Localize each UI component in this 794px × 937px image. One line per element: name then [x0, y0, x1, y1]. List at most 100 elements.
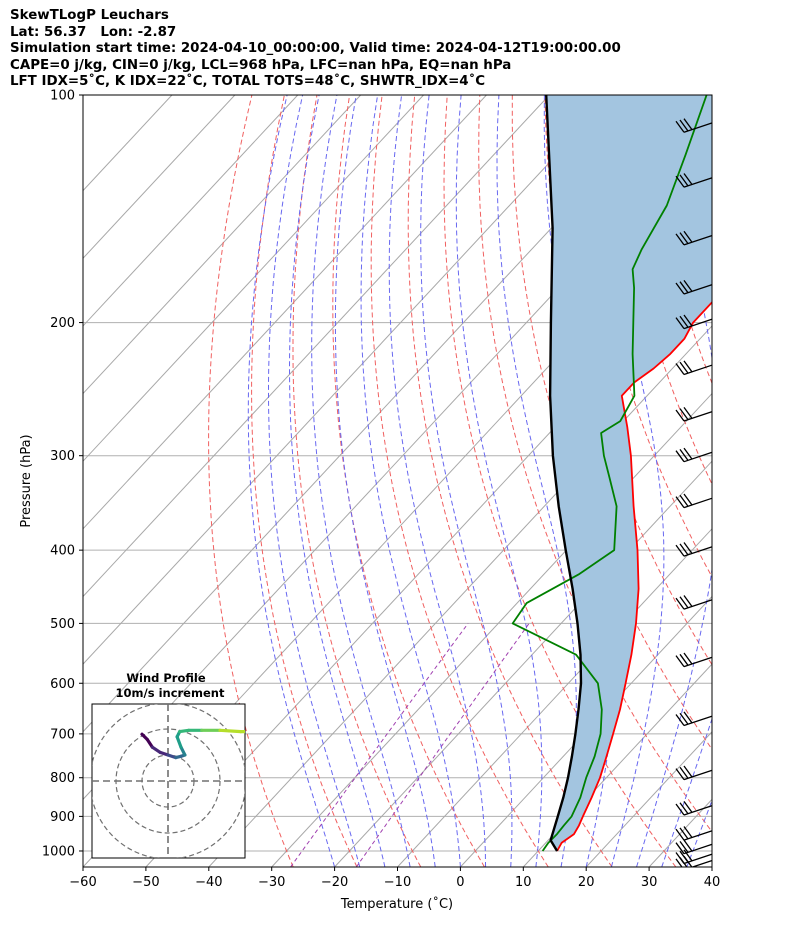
- moist-adiabat: [686, 799, 712, 867]
- wind-barb: [675, 826, 712, 841]
- x-tick-label: 30: [641, 875, 658, 890]
- wind-barb-flag: [679, 449, 689, 461]
- wind-barb-staff: [683, 234, 712, 246]
- wind-barb-flag: [675, 655, 685, 667]
- temperature-profile-line: [556, 300, 712, 852]
- stability-indices-2: LFT IDX=5˚C, K IDX=22˚C, TOTAL TOTS=48˚C…: [10, 74, 486, 90]
- wind-barb-flag: [683, 542, 693, 554]
- wind-barb: [675, 279, 712, 295]
- wind-barb: [675, 118, 712, 133]
- moist-adiabat: [247, 95, 336, 867]
- wind-barb-flag: [679, 232, 689, 244]
- wind-barb-flag: [675, 496, 685, 508]
- wind-barb-flag: [675, 803, 685, 816]
- isotherm-gridline: [334, 460, 712, 867]
- moist-adiabat: [496, 95, 577, 867]
- y-tick-label: 200: [50, 316, 75, 331]
- wind-barb-flag: [683, 279, 693, 292]
- isotherm-gridline: [83, 95, 424, 462]
- wind-barb: [675, 314, 712, 330]
- y-tick-label: 500: [50, 617, 75, 632]
- wind-barb-staff: [683, 364, 712, 376]
- moist-adiabat: [311, 95, 411, 867]
- wind-barb-flag: [683, 493, 693, 506]
- x-tick-label: 40: [704, 875, 721, 890]
- wind-barb-flag: [679, 596, 689, 609]
- dry-adiabat: [292, 95, 422, 867]
- chart-header: SkewTLogP Leuchars Lat: 56.37 Lon: -2.87…: [10, 8, 621, 91]
- inset-subtitle: 10m/s increment: [116, 686, 225, 700]
- y-tick-label: 800: [50, 771, 75, 786]
- y-tick-label: 600: [50, 677, 75, 692]
- wind-barb-flag: [679, 712, 689, 725]
- wind-barb: [675, 765, 712, 781]
- y-tick-label: 300: [50, 449, 75, 464]
- wind-barb: [675, 173, 712, 188]
- wind-barb-staff: [683, 122, 712, 133]
- simulation-times: Simulation start time: 2024-04-10_00:00:…: [10, 41, 621, 57]
- wind-barb-flag: [675, 828, 685, 841]
- station-title: SkewTLogP Leuchars: [10, 8, 169, 23]
- dry-adiabat: [707, 95, 712, 123]
- wind-barb: [675, 595, 712, 610]
- wind-barb-flag: [683, 652, 693, 665]
- mixing-ratio-line: [290, 623, 469, 867]
- wind-barb-staff: [683, 830, 712, 841]
- wind-barb-flag: [683, 855, 693, 867]
- moist-adiabat: [455, 95, 543, 867]
- dry-adiabat: [609, 95, 712, 486]
- isotherm-gridline: [83, 95, 550, 598]
- wind-barb-flag: [675, 768, 685, 780]
- wind-barb-flag: [683, 447, 693, 460]
- wind-barb-flag: [675, 363, 685, 375]
- wind-barb-staff: [683, 599, 712, 610]
- wind-barb: [675, 360, 712, 376]
- wind-barb-flag: [679, 543, 689, 556]
- cape-shading: [546, 95, 712, 851]
- wind-barb-staff: [683, 410, 712, 422]
- wind-barb-flag: [679, 827, 689, 840]
- y-tick-label: 1000: [42, 844, 75, 859]
- cape-shaded-region: [546, 95, 712, 851]
- inset-title: Wind Profile: [126, 671, 206, 685]
- isotherm-gridline: [271, 392, 712, 867]
- wind-barb-flag: [675, 858, 683, 867]
- wind-barb: [675, 801, 712, 816]
- dry-adiabat: [208, 95, 294, 867]
- wind-barb: [675, 447, 712, 463]
- wind-barb-flag: [683, 406, 693, 419]
- wind-barb-flag: [675, 842, 685, 855]
- moist-adiabat: [661, 717, 712, 867]
- x-tick-label: −40: [195, 875, 222, 890]
- parcel-profile-line: [545, 95, 583, 852]
- wind-barb-flag: [683, 314, 693, 327]
- wind-barb-flag: [679, 281, 689, 294]
- dry-adiabat: [443, 95, 677, 867]
- wind-barb-flag: [675, 714, 685, 726]
- wind-barb-flag: [675, 544, 685, 557]
- x-tick-label: 10: [515, 875, 532, 890]
- wind-barb-flag: [679, 174, 689, 187]
- moist-adiabat: [360, 95, 461, 867]
- wind-barb-flag: [675, 450, 685, 463]
- isotherm-gridline: [83, 95, 487, 530]
- wind-barb-staff: [683, 497, 712, 509]
- wind-barb-flag: [683, 849, 693, 862]
- wind-barb-flag: [679, 802, 689, 815]
- wind-barb-flag: [679, 653, 689, 666]
- wind-barb-flag: [683, 118, 693, 131]
- wind-barb-flag: [675, 409, 685, 422]
- wind-barb-staff: [683, 451, 712, 463]
- wind-barb-flag: [683, 173, 693, 185]
- dry-adiabat: [370, 95, 549, 867]
- wind-barb-flag: [679, 361, 689, 374]
- x-tick-label: −10: [384, 875, 411, 890]
- dry-adiabat: [740, 95, 794, 867]
- axis-ticks: −60 −50 −40 −30 −20 −10 0 10 20 30 40 100 200 300 400 5…: [42, 89, 720, 891]
- hodograph: [92, 704, 245, 858]
- isotherm-gridline: [83, 95, 236, 260]
- wind-barb-staff: [683, 769, 712, 781]
- wind-barb-flag: [683, 595, 693, 607]
- wind-barb-flag: [675, 233, 685, 246]
- wind-barb-staff: [683, 283, 712, 295]
